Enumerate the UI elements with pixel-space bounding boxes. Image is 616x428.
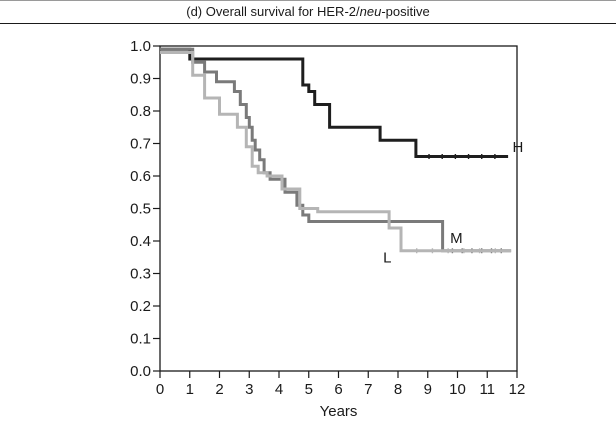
y-tick-label: 0.4	[130, 233, 151, 250]
y-tick-label: 0.8	[130, 103, 151, 120]
survival-curve-h	[160, 47, 509, 158]
y-tick-label: 0.6	[130, 168, 151, 185]
title-italic: neu	[359, 4, 382, 19]
survival-curves	[160, 47, 512, 254]
x-tick-label: 11	[479, 381, 495, 398]
x-tick-label: 7	[364, 381, 372, 398]
curve-label-m: M	[450, 230, 463, 247]
title-prefix: (d) Overall survival for HER-2/	[186, 4, 360, 19]
chart-title: (d) Overall survival for HER-2/neu-posit…	[0, 0, 616, 24]
curve-label-l: L	[383, 249, 391, 266]
x-tick-label: 0	[156, 381, 164, 398]
y-axis: 0.0 0.1 0.2 0.3 0.4 0.5 0.6 0.7 0.8 0.9 1.0	[130, 38, 160, 380]
x-tick-label: 6	[334, 381, 342, 398]
y-tick-label: 0.2	[130, 298, 151, 315]
y-tick-label: 0.0	[130, 363, 151, 380]
curve-labels: H M L	[383, 139, 523, 267]
y-tick-label: 0.3	[130, 266, 151, 283]
survival-curve-l	[160, 51, 512, 253]
x-tick-label: 4	[275, 381, 283, 398]
y-tick-label: 0.7	[130, 136, 151, 153]
y-tick-label: 0.1	[130, 331, 151, 348]
x-tick-label: 12	[509, 381, 526, 398]
plot-border	[159, 45, 518, 372]
x-tick-label: 3	[245, 381, 253, 398]
x-tick-label: 1	[186, 381, 194, 398]
x-axis-title: Years	[320, 403, 358, 420]
y-tick-label: 0.5	[130, 201, 151, 218]
x-tick-label: 9	[424, 381, 432, 398]
x-tick-label: 2	[215, 381, 223, 398]
plot-frame	[159, 45, 518, 372]
y-tick-label: 0.9	[130, 71, 151, 88]
x-tick-label: 5	[305, 381, 313, 398]
y-tick-label: 1.0	[130, 38, 151, 55]
x-tick-label: 10	[449, 381, 466, 398]
curve-label-h: H	[513, 139, 524, 156]
title-suffix: -positive	[381, 4, 430, 19]
survival-curve-m	[160, 47, 512, 253]
x-tick-label: 8	[394, 381, 402, 398]
x-axis: 0 1 2 3 4 5 6 7 8 9 10 11 12	[156, 371, 526, 398]
